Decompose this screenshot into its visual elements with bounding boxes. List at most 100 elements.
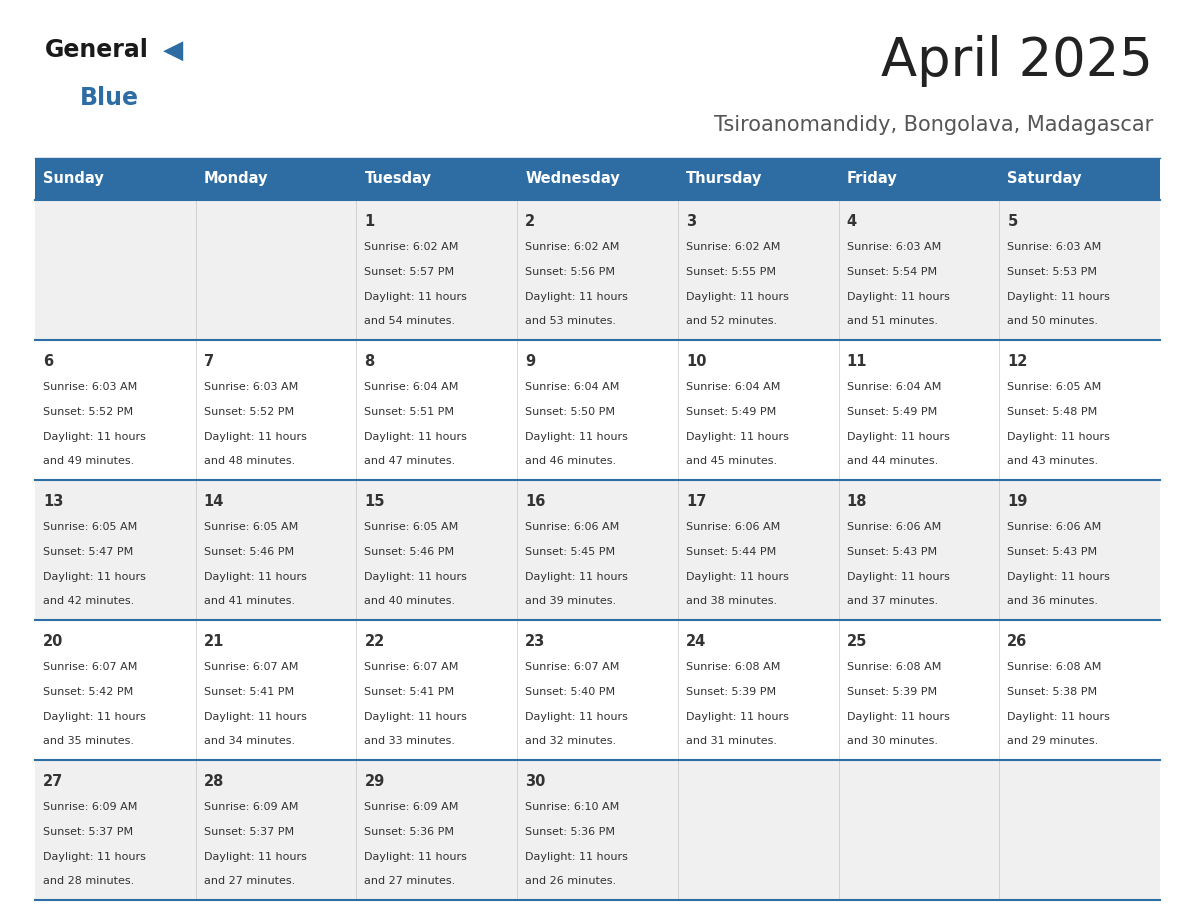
Text: and 34 minutes.: and 34 minutes. (204, 736, 295, 746)
Text: Daylight: 11 hours: Daylight: 11 hours (525, 853, 628, 862)
Text: 23: 23 (525, 634, 545, 649)
Text: and 40 minutes.: and 40 minutes. (365, 596, 455, 606)
Text: and 29 minutes.: and 29 minutes. (1007, 736, 1099, 746)
Text: Sunset: 5:39 PM: Sunset: 5:39 PM (847, 688, 936, 697)
Text: 21: 21 (204, 634, 225, 649)
Text: Sunrise: 6:08 AM: Sunrise: 6:08 AM (685, 662, 781, 672)
Text: 6: 6 (43, 354, 53, 369)
Text: Sunrise: 6:08 AM: Sunrise: 6:08 AM (1007, 662, 1101, 672)
Text: Daylight: 11 hours: Daylight: 11 hours (365, 573, 467, 582)
Text: Sunset: 5:38 PM: Sunset: 5:38 PM (1007, 688, 1098, 697)
Text: and 36 minutes.: and 36 minutes. (1007, 596, 1099, 606)
Text: Wednesday: Wednesday (525, 172, 620, 186)
Text: and 52 minutes.: and 52 minutes. (685, 316, 777, 326)
Text: Sunset: 5:51 PM: Sunset: 5:51 PM (365, 408, 455, 417)
Text: Daylight: 11 hours: Daylight: 11 hours (43, 853, 146, 862)
Text: and 30 minutes.: and 30 minutes. (847, 736, 937, 746)
Text: 13: 13 (43, 494, 63, 509)
Text: and 50 minutes.: and 50 minutes. (1007, 316, 1099, 326)
Text: Sunset: 5:49 PM: Sunset: 5:49 PM (685, 408, 776, 417)
Text: Sunset: 5:43 PM: Sunset: 5:43 PM (1007, 547, 1098, 557)
Text: Daylight: 11 hours: Daylight: 11 hours (1007, 293, 1111, 302)
Text: Daylight: 11 hours: Daylight: 11 hours (525, 573, 628, 582)
Text: Sunset: 5:41 PM: Sunset: 5:41 PM (365, 688, 455, 697)
Text: Sunset: 5:57 PM: Sunset: 5:57 PM (365, 267, 455, 277)
Text: 18: 18 (847, 494, 867, 509)
Text: Sunrise: 6:05 AM: Sunrise: 6:05 AM (1007, 382, 1101, 392)
Text: 16: 16 (525, 494, 545, 509)
Text: 9: 9 (525, 354, 536, 369)
Text: Sunset: 5:41 PM: Sunset: 5:41 PM (204, 688, 293, 697)
Text: Sunrise: 6:07 AM: Sunrise: 6:07 AM (365, 662, 459, 672)
Text: Sunset: 5:40 PM: Sunset: 5:40 PM (525, 688, 615, 697)
Text: Sunset: 5:36 PM: Sunset: 5:36 PM (525, 827, 615, 837)
Text: Daylight: 11 hours: Daylight: 11 hours (365, 293, 467, 302)
Text: Daylight: 11 hours: Daylight: 11 hours (204, 853, 307, 862)
Text: Sunrise: 6:04 AM: Sunrise: 6:04 AM (685, 382, 781, 392)
Text: 29: 29 (365, 774, 385, 789)
Text: Sunset: 5:50 PM: Sunset: 5:50 PM (525, 408, 615, 417)
Text: Sunrise: 6:10 AM: Sunrise: 6:10 AM (525, 802, 619, 812)
Text: Sunrise: 6:06 AM: Sunrise: 6:06 AM (525, 522, 619, 532)
Text: and 48 minutes.: and 48 minutes. (204, 456, 295, 466)
Text: Sunrise: 6:05 AM: Sunrise: 6:05 AM (43, 522, 138, 532)
Text: and 35 minutes.: and 35 minutes. (43, 736, 134, 746)
Text: 10: 10 (685, 354, 707, 369)
Text: Sunrise: 6:07 AM: Sunrise: 6:07 AM (43, 662, 138, 672)
Text: Sunset: 5:46 PM: Sunset: 5:46 PM (204, 547, 293, 557)
Text: Daylight: 11 hours: Daylight: 11 hours (204, 573, 307, 582)
Text: 17: 17 (685, 494, 707, 509)
Text: Sunrise: 6:02 AM: Sunrise: 6:02 AM (525, 242, 620, 252)
Text: Daylight: 11 hours: Daylight: 11 hours (365, 712, 467, 722)
Text: Daylight: 11 hours: Daylight: 11 hours (525, 293, 628, 302)
Text: Sunrise: 6:05 AM: Sunrise: 6:05 AM (204, 522, 298, 532)
Text: Sunrise: 6:04 AM: Sunrise: 6:04 AM (847, 382, 941, 392)
Text: Sunset: 5:48 PM: Sunset: 5:48 PM (1007, 408, 1098, 417)
Text: 2: 2 (525, 214, 536, 229)
Text: Daylight: 11 hours: Daylight: 11 hours (1007, 432, 1111, 442)
Text: and 38 minutes.: and 38 minutes. (685, 596, 777, 606)
Text: Sunrise: 6:03 AM: Sunrise: 6:03 AM (1007, 242, 1101, 252)
Text: Sunrise: 6:04 AM: Sunrise: 6:04 AM (525, 382, 620, 392)
Text: Sunrise: 6:03 AM: Sunrise: 6:03 AM (204, 382, 298, 392)
Text: 25: 25 (847, 634, 867, 649)
Text: Sunrise: 6:04 AM: Sunrise: 6:04 AM (365, 382, 459, 392)
Text: and 45 minutes.: and 45 minutes. (685, 456, 777, 466)
Text: and 44 minutes.: and 44 minutes. (847, 456, 937, 466)
Text: 26: 26 (1007, 634, 1028, 649)
Text: and 43 minutes.: and 43 minutes. (1007, 456, 1099, 466)
Text: Daylight: 11 hours: Daylight: 11 hours (847, 573, 949, 582)
Text: Daylight: 11 hours: Daylight: 11 hours (685, 293, 789, 302)
Text: and 42 minutes.: and 42 minutes. (43, 596, 134, 606)
Text: Sunset: 5:43 PM: Sunset: 5:43 PM (847, 547, 936, 557)
Text: Daylight: 11 hours: Daylight: 11 hours (685, 432, 789, 442)
Text: Sunrise: 6:06 AM: Sunrise: 6:06 AM (685, 522, 781, 532)
Text: and 37 minutes.: and 37 minutes. (847, 596, 937, 606)
Text: Daylight: 11 hours: Daylight: 11 hours (847, 293, 949, 302)
Text: Sunrise: 6:09 AM: Sunrise: 6:09 AM (43, 802, 138, 812)
Text: Sunset: 5:53 PM: Sunset: 5:53 PM (1007, 267, 1098, 277)
Text: 3: 3 (685, 214, 696, 229)
Text: Sunrise: 6:02 AM: Sunrise: 6:02 AM (365, 242, 459, 252)
Bar (34, 480, 1159, 620)
Text: and 27 minutes.: and 27 minutes. (204, 876, 295, 886)
Text: 7: 7 (204, 354, 214, 369)
Text: 14: 14 (204, 494, 225, 509)
Text: Daylight: 11 hours: Daylight: 11 hours (1007, 573, 1111, 582)
Bar (34, 158, 1159, 200)
Text: 15: 15 (365, 494, 385, 509)
Text: Daylight: 11 hours: Daylight: 11 hours (1007, 712, 1111, 722)
Text: 19: 19 (1007, 494, 1028, 509)
Text: Thursday: Thursday (685, 172, 763, 186)
Text: Sunset: 5:42 PM: Sunset: 5:42 PM (43, 688, 133, 697)
Text: and 53 minutes.: and 53 minutes. (525, 316, 617, 326)
Text: Sunrise: 6:09 AM: Sunrise: 6:09 AM (204, 802, 298, 812)
Text: Sunrise: 6:07 AM: Sunrise: 6:07 AM (204, 662, 298, 672)
Text: Sunset: 5:45 PM: Sunset: 5:45 PM (525, 547, 615, 557)
Text: Daylight: 11 hours: Daylight: 11 hours (847, 432, 949, 442)
Bar (34, 760, 1159, 900)
Text: Sunset: 5:49 PM: Sunset: 5:49 PM (847, 408, 937, 417)
Text: Saturday: Saturday (1007, 172, 1082, 186)
Text: Sunrise: 6:06 AM: Sunrise: 6:06 AM (1007, 522, 1101, 532)
Text: Sunrise: 6:08 AM: Sunrise: 6:08 AM (847, 662, 941, 672)
